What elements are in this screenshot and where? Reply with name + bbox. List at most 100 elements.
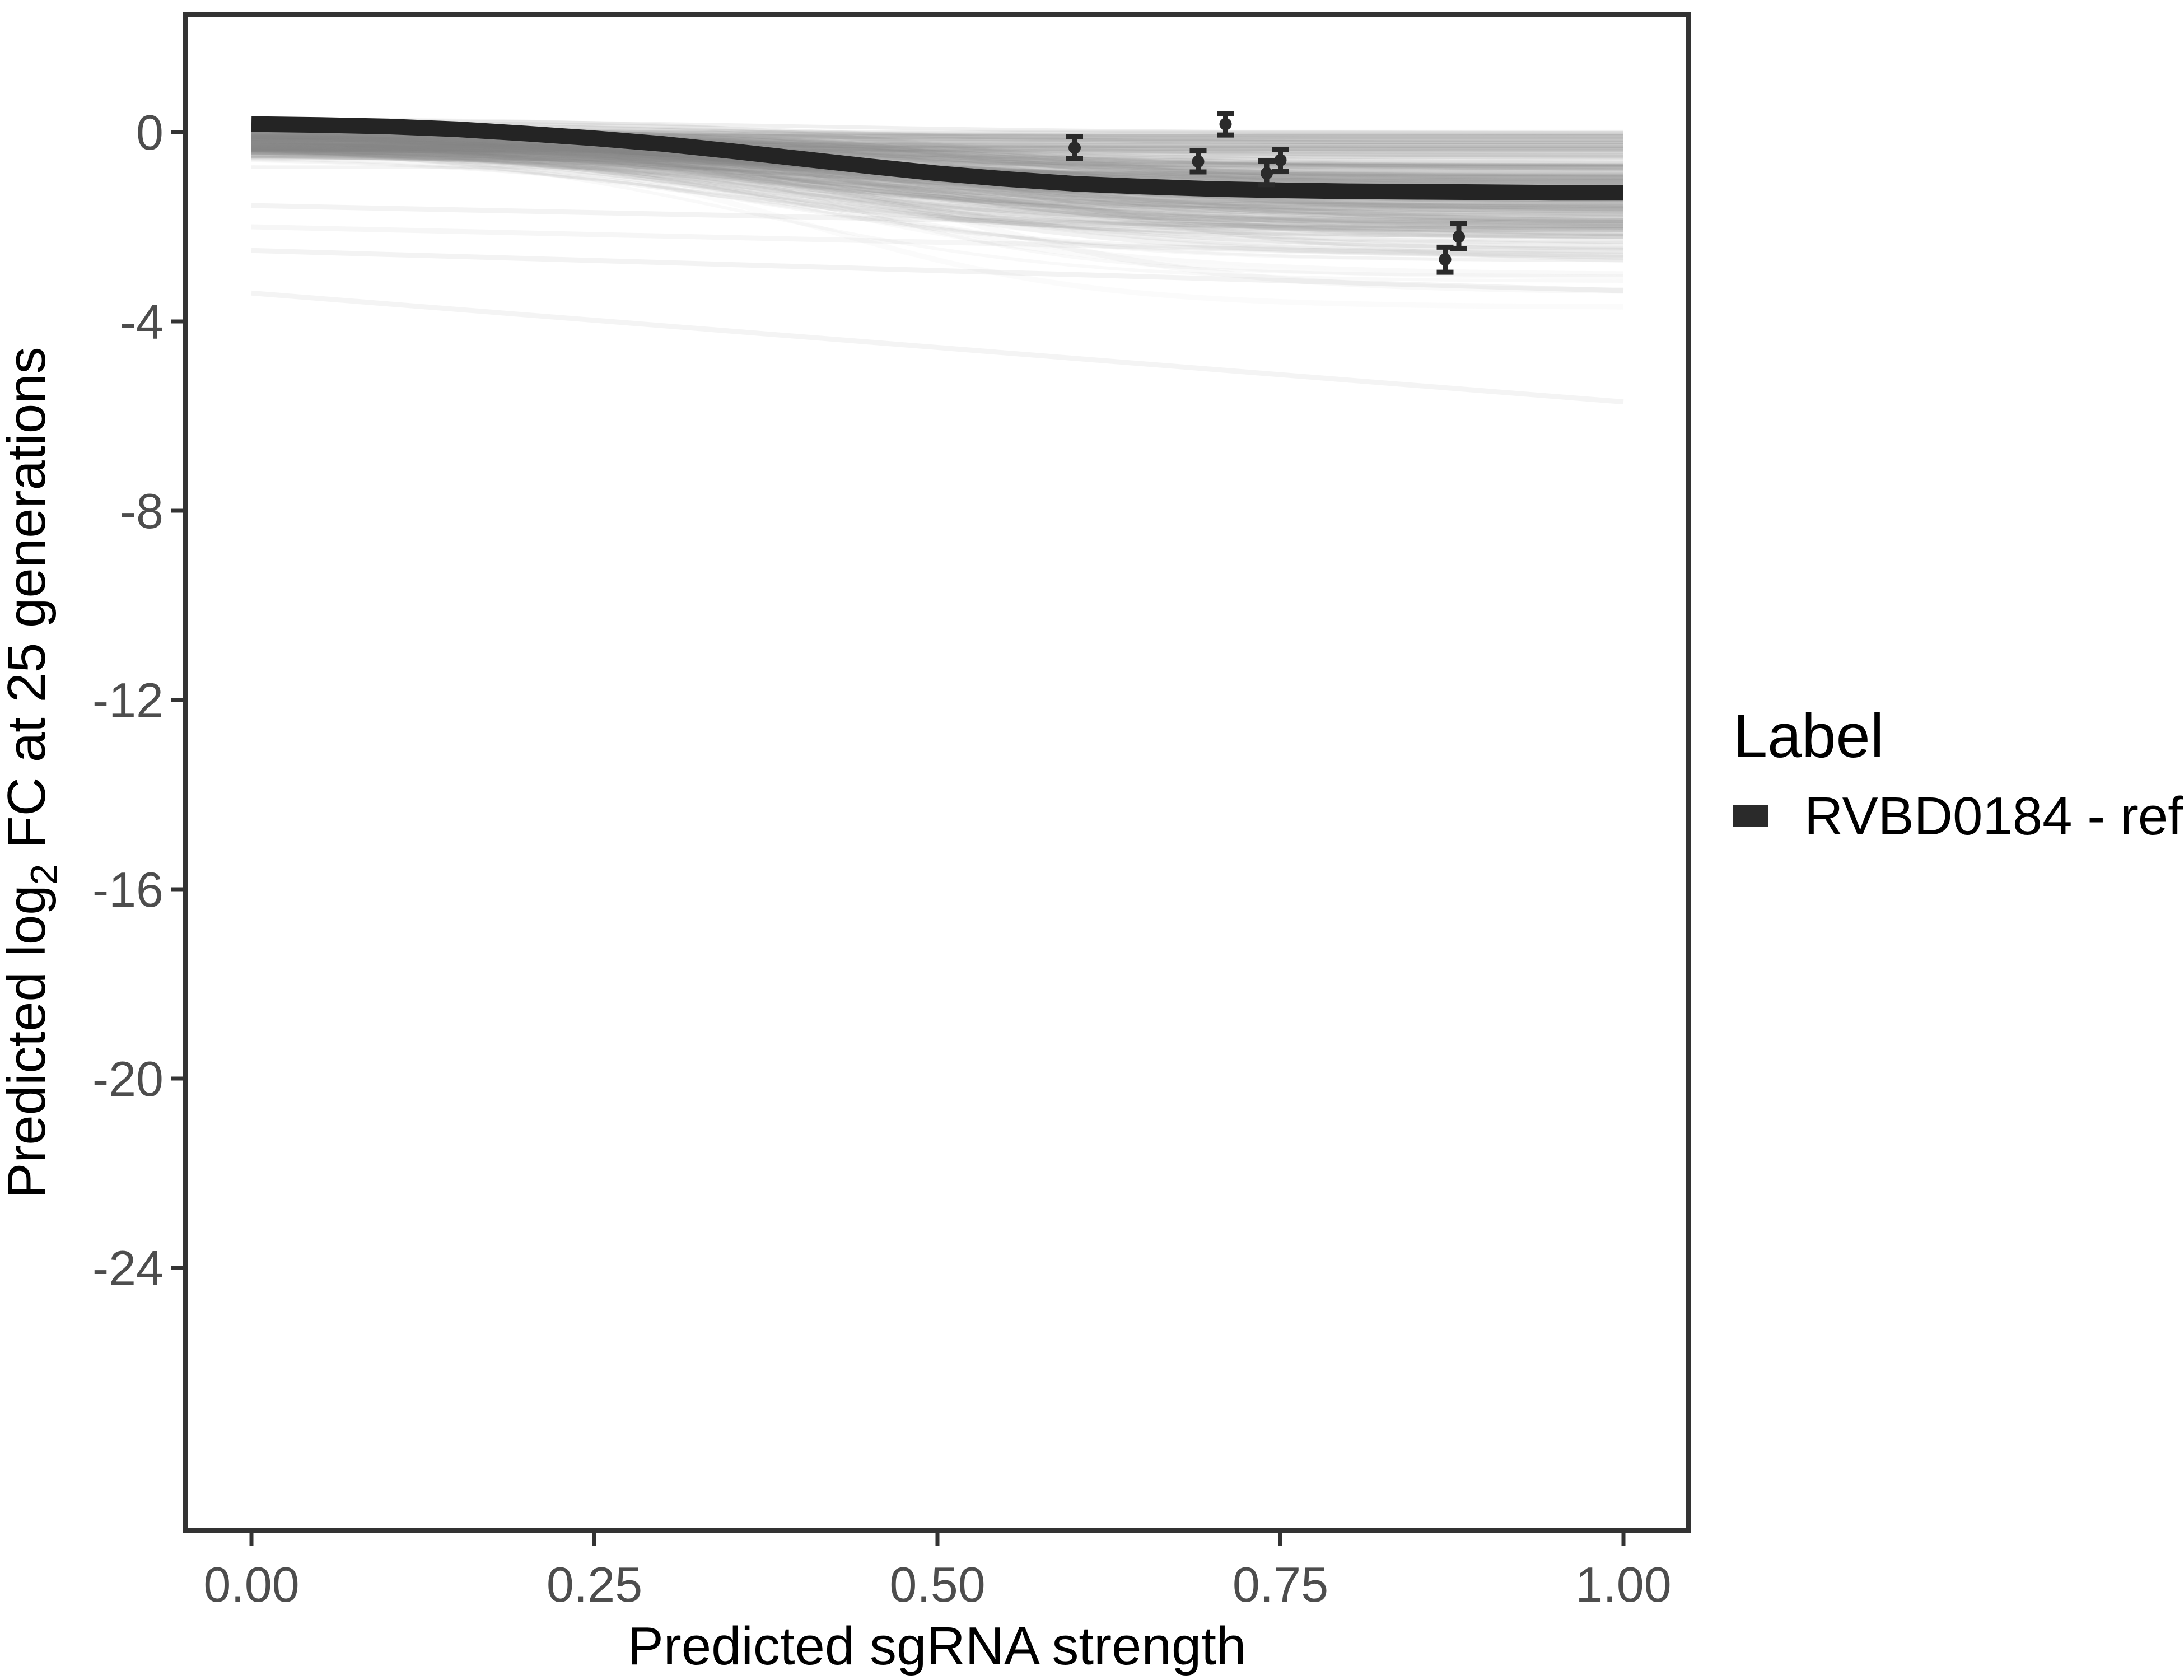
legend-entry-label: RVBD0184 - ref xyxy=(1804,786,2183,846)
ensemble-curve xyxy=(251,127,1624,229)
faint-line xyxy=(251,290,1624,405)
pointrange xyxy=(1217,111,1234,138)
ensemble-curve xyxy=(251,156,1623,167)
ensemble-curve xyxy=(251,144,1623,161)
ensemble-curve xyxy=(251,141,1624,171)
x-tick-label: 0.25 xyxy=(547,1557,642,1612)
ensemble-curve xyxy=(251,140,1624,276)
ensemble-curve xyxy=(251,133,1624,180)
ensemble-curve xyxy=(251,141,1624,251)
pointrange xyxy=(1189,148,1207,175)
ensemble-curve xyxy=(251,128,1624,250)
y-axis-title-log: log xyxy=(0,885,57,956)
data-point xyxy=(1192,155,1205,168)
faint-line xyxy=(251,224,1624,260)
y-tick-label: -12 xyxy=(92,673,164,728)
y-tick-label: 0 xyxy=(136,105,164,160)
ensemble-curve xyxy=(251,146,1623,155)
pointrange xyxy=(1258,158,1275,188)
ensemble-curve xyxy=(251,130,1624,206)
data-point xyxy=(1219,118,1232,130)
plot-panel xyxy=(183,12,1691,1533)
reference-curve xyxy=(251,116,1623,201)
ensemble-curve xyxy=(251,159,1624,239)
ensemble-curve xyxy=(251,146,1624,228)
ensemble-curve xyxy=(251,144,1624,173)
ensemble-curve xyxy=(251,128,1624,224)
ensemble-curve xyxy=(251,143,1623,160)
ensemble-curve xyxy=(251,146,1624,230)
ensemble-curve xyxy=(251,144,1624,259)
pointrange xyxy=(1272,147,1289,174)
ensemble-curve xyxy=(251,134,1624,263)
ensemble-curve xyxy=(251,142,1624,209)
ensemble-curve xyxy=(251,132,1624,181)
ensemble-curve xyxy=(251,146,1624,227)
panel-border xyxy=(183,12,1691,1533)
ensemble-curve xyxy=(251,137,1624,232)
x-axis-ticks: 0.00 0.25 0.50 0.75 1.00 xyxy=(203,1533,1672,1612)
x-tick-label: 0.50 xyxy=(889,1557,985,1612)
ensemble-curve xyxy=(251,118,1623,135)
ensemble-curve xyxy=(251,145,1624,228)
x-tick-label: 0.75 xyxy=(1233,1557,1328,1612)
y-axis-title-post: FC at 25 generations xyxy=(0,347,57,864)
ensemble-curve xyxy=(251,127,1624,239)
ensemble-curve xyxy=(251,151,1624,233)
ensemble-curve xyxy=(251,145,1624,206)
ensemble-curve xyxy=(251,142,1624,241)
ensemble-curve xyxy=(251,134,1624,230)
ensemble-curve xyxy=(251,134,1624,185)
ensemble-curve xyxy=(251,133,1623,211)
legend-entry: RVBD0184 - ref xyxy=(1733,786,2183,846)
pointrange xyxy=(1450,221,1467,251)
ensemble-curve xyxy=(251,146,1624,230)
ensemble-curve xyxy=(251,135,1624,170)
ensemble-curve xyxy=(251,148,1624,234)
ensemble-curve xyxy=(251,147,1624,218)
data-point xyxy=(1439,253,1452,266)
ensemble-curve xyxy=(251,134,1623,212)
faint-lines-layer xyxy=(251,203,1624,405)
ensemble-curve xyxy=(251,152,1624,245)
ensemble-curve xyxy=(251,139,1624,224)
ensemble-curve xyxy=(251,146,1623,169)
x-tick-label: 1.00 xyxy=(1575,1557,1671,1612)
y-axis-title-pre: Predicted xyxy=(0,956,57,1198)
ensemble-curve xyxy=(251,145,1623,153)
faint-line xyxy=(251,248,1624,293)
ensemble-curve xyxy=(251,150,1624,213)
ensemble-curve xyxy=(251,143,1624,166)
ensemble-curve xyxy=(251,133,1624,211)
ensemble-curve xyxy=(251,143,1624,225)
ensemble-curve xyxy=(251,156,1624,254)
ensemble-curve xyxy=(251,133,1624,245)
y-axis-title-subscript: 2 xyxy=(23,864,66,885)
ensemble-curve xyxy=(251,142,1624,215)
ensemble-curve xyxy=(251,143,1624,158)
y-axis-ticks: 0 -4 -8 -12 -16 -20 -24 xyxy=(92,105,184,1296)
data-point xyxy=(1274,153,1287,166)
ensemble-curve xyxy=(251,143,1624,253)
ensemble-curve xyxy=(251,138,1624,155)
ensemble-curve xyxy=(251,136,1624,259)
y-tick-label: -24 xyxy=(92,1240,164,1296)
ensemble-curve xyxy=(251,152,1624,217)
ensemble-curve xyxy=(251,147,1624,226)
ensemble-curve xyxy=(251,133,1624,229)
ensemble-curve xyxy=(251,128,1624,228)
legend-key-line-swatch xyxy=(1733,805,1768,827)
y-tick-label: -20 xyxy=(92,1051,164,1107)
pointrange-layer xyxy=(1066,111,1467,275)
y-tick-label: -4 xyxy=(120,294,164,349)
y-axis-title: Predicted log2 FC at 25 generations xyxy=(0,347,66,1198)
ensemble-curve xyxy=(251,140,1624,280)
y-tick-label: -8 xyxy=(120,483,164,539)
ensemble-curve xyxy=(251,134,1624,231)
ensemble-curves-layer xyxy=(251,117,1624,294)
y-tick-label: -16 xyxy=(92,862,164,917)
ensemble-curve xyxy=(251,148,1624,251)
ensemble-curve xyxy=(251,147,1624,232)
ensemble-curve xyxy=(251,146,1624,239)
